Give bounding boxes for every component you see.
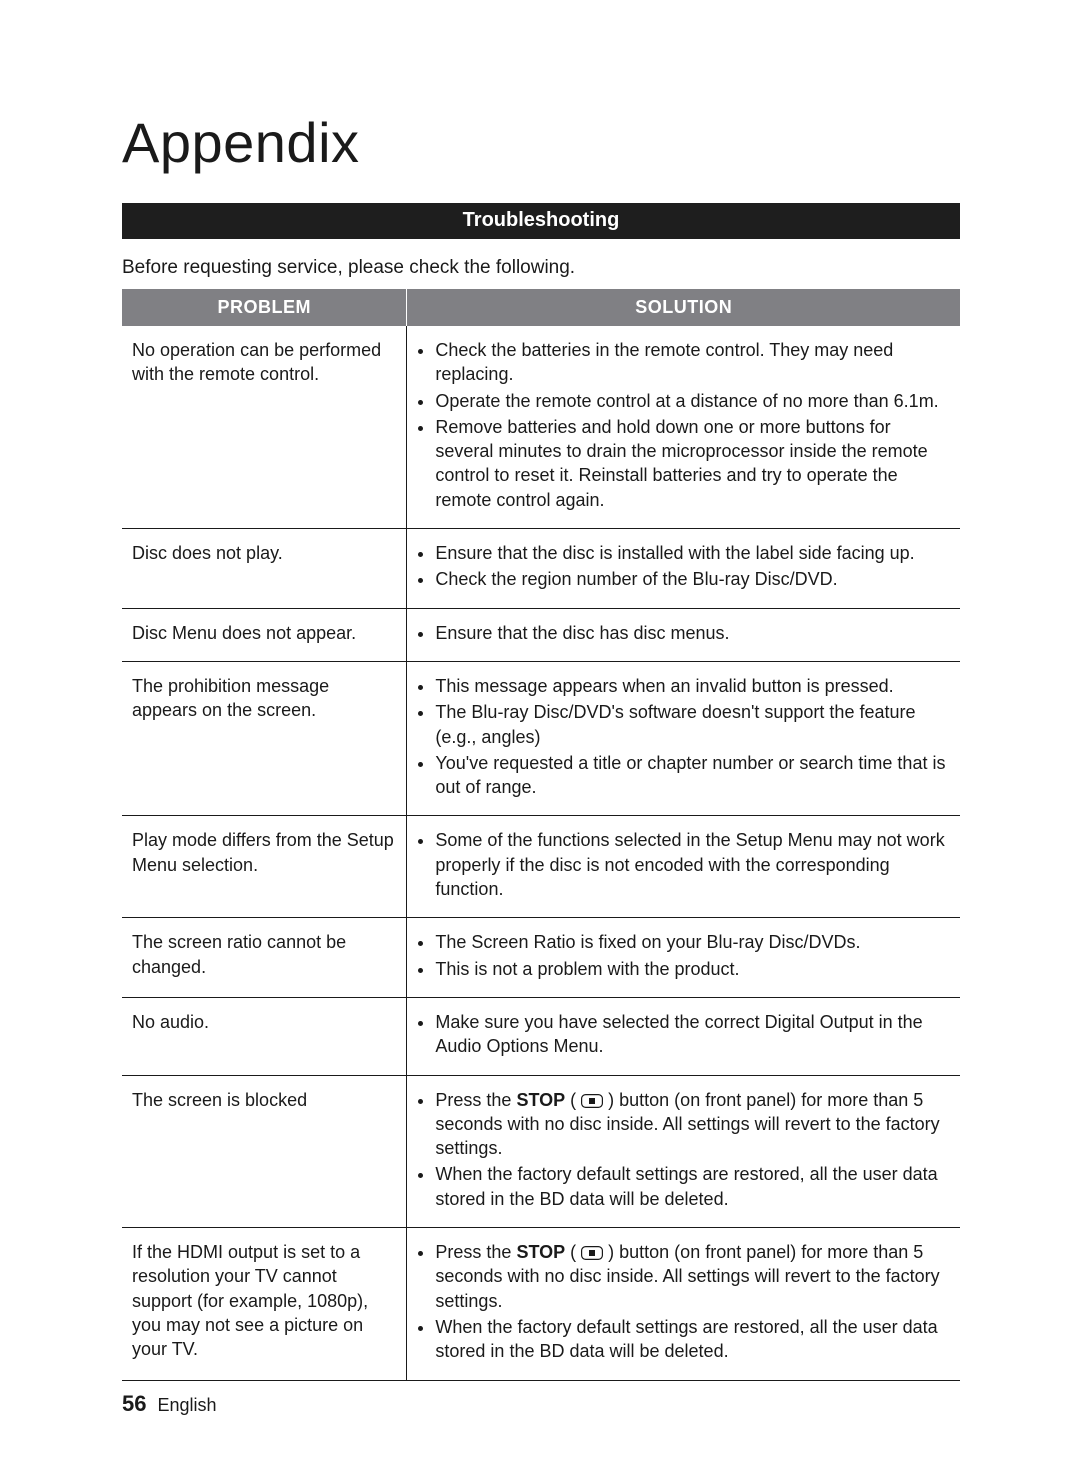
problem-cell: If the HDMI output is set to a resolutio… [122, 1228, 407, 1380]
problem-cell: The prohibition message appears on the s… [122, 661, 407, 815]
stop-icon [581, 1246, 603, 1260]
solution-cell: Press the STOP ( ) button (on front pane… [407, 1228, 960, 1380]
page-language: English [158, 1395, 217, 1415]
solution-item: Operate the remote control at a distance… [435, 389, 950, 413]
solution-item: Remove batteries and hold down one or mo… [435, 415, 950, 512]
problem-cell: No audio. [122, 997, 407, 1075]
troubleshooting-table: PROBLEM SOLUTION No operation can be per… [122, 289, 960, 1381]
solution-cell: Check the batteries in the remote contro… [407, 326, 960, 529]
problem-cell: Play mode differs from the Setup Menu se… [122, 816, 407, 918]
solution-list: Ensure that the disc has disc menus. [417, 621, 950, 645]
manual-page: Appendix Troubleshooting Before requesti… [0, 0, 1080, 1477]
page-number: 56 [122, 1391, 146, 1416]
solution-list: Press the STOP ( ) button (on front pane… [417, 1088, 950, 1211]
solution-cell: The Screen Ratio is fixed on your Blu-ra… [407, 918, 960, 998]
solution-item: Press the STOP ( ) button (on front pane… [435, 1240, 950, 1313]
problem-cell: The screen ratio cannot be changed. [122, 918, 407, 998]
solution-item: Check the region number of the Blu-ray D… [435, 567, 950, 591]
problem-cell: Disc does not play. [122, 529, 407, 609]
table-row: Disc Menu does not appear. Ensure that th… [122, 608, 960, 661]
solution-item: This message appears when an invalid but… [435, 674, 950, 698]
solution-list: The Screen Ratio is fixed on your Blu-ra… [417, 930, 950, 981]
solution-item: When the factory default settings are re… [435, 1315, 950, 1364]
page-footer: 56 English [122, 1391, 217, 1417]
solution-cell: Ensure that the disc has disc menus. [407, 608, 960, 661]
problem-cell: The screen is blocked [122, 1075, 407, 1227]
solution-item: The Blu-ray Disc/DVD's software doesn't … [435, 700, 950, 749]
solution-list: This message appears when an invalid but… [417, 674, 950, 799]
solution-cell: This message appears when an invalid but… [407, 661, 960, 815]
solution-list: Press the STOP ( ) button (on front pane… [417, 1240, 950, 1363]
solution-item: Ensure that the disc is installed with t… [435, 541, 950, 565]
solution-item: Check the batteries in the remote contro… [435, 338, 950, 387]
table-row: If the HDMI output is set to a resolutio… [122, 1228, 960, 1380]
column-header-solution: SOLUTION [407, 289, 960, 326]
solution-list: Check the batteries in the remote contro… [417, 338, 950, 512]
table-row: The prohibition message appears on the s… [122, 661, 960, 815]
solution-cell: Ensure that the disc is installed with t… [407, 529, 960, 609]
solution-item: Make sure you have selected the correct … [435, 1010, 950, 1059]
solution-cell: Press the STOP ( ) button (on front pane… [407, 1075, 960, 1227]
stop-icon [581, 1094, 603, 1108]
intro-text: Before requesting service, please check … [122, 257, 960, 279]
table-row: The screen is blocked Press the STOP ( ) … [122, 1075, 960, 1227]
problem-cell: Disc Menu does not appear. [122, 608, 407, 661]
column-header-problem: PROBLEM [122, 289, 407, 326]
stop-label: STOP [516, 1242, 565, 1262]
solution-item: Press the STOP ( ) button (on front pane… [435, 1088, 950, 1161]
table-row: The screen ratio cannot be changed. The S… [122, 918, 960, 998]
solution-cell: Make sure you have selected the correct … [407, 997, 960, 1075]
table-row: No operation can be performed with the r… [122, 326, 960, 529]
solution-item: This is not a problem with the product. [435, 957, 950, 981]
page-title: Appendix [122, 110, 960, 175]
solution-item: Some of the functions selected in the Se… [435, 828, 950, 901]
solution-cell: Some of the functions selected in the Se… [407, 816, 960, 918]
solution-list: Some of the functions selected in the Se… [417, 828, 950, 901]
solution-item: You've requested a title or chapter numb… [435, 751, 950, 800]
stop-label: STOP [516, 1090, 565, 1110]
solution-item: The Screen Ratio is fixed on your Blu-ra… [435, 930, 950, 954]
table-row: No audio. Make sure you have selected the… [122, 997, 960, 1075]
solution-item: Ensure that the disc has disc menus. [435, 621, 950, 645]
table-row: Play mode differs from the Setup Menu se… [122, 816, 960, 918]
table-row: Disc does not play. Ensure that the disc … [122, 529, 960, 609]
section-heading-banner: Troubleshooting [122, 203, 960, 239]
solution-item: When the factory default settings are re… [435, 1162, 950, 1211]
solution-list: Ensure that the disc is installed with t… [417, 541, 950, 592]
table-body: No operation can be performed with the r… [122, 326, 960, 1380]
problem-cell: No operation can be performed with the r… [122, 326, 407, 529]
solution-list: Make sure you have selected the correct … [417, 1010, 950, 1059]
